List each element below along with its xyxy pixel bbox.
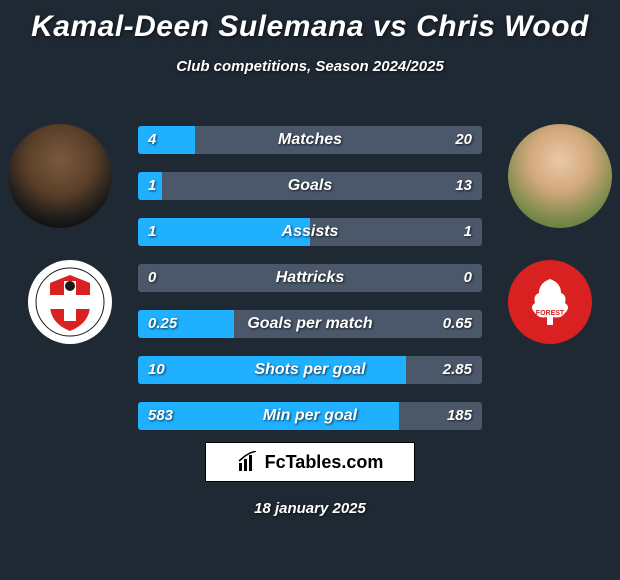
forest-crest-icon: FOREST: [515, 267, 585, 337]
stat-row: Matches420: [138, 126, 482, 154]
page-title: Kamal-Deen Sulemana vs Chris Wood: [0, 0, 620, 44]
bar-right: [162, 172, 482, 200]
bar-track: [138, 264, 482, 292]
stat-row: Goals113: [138, 172, 482, 200]
bar-right: [310, 218, 482, 246]
stat-row: Goals per match0.250.65: [138, 310, 482, 338]
bar-left: [138, 402, 399, 430]
bar-right: [195, 126, 482, 154]
site-logo-strip: FcTables.com: [205, 442, 415, 482]
stat-row: Hattricks00: [138, 264, 482, 292]
subtitle: Club competitions, Season 2024/2025: [0, 58, 620, 75]
club-left-crest: [28, 260, 112, 344]
stat-row: Assists11: [138, 218, 482, 246]
bar-right: [406, 356, 482, 384]
svg-text:FOREST: FOREST: [536, 310, 565, 317]
stat-row: Min per goal583185: [138, 402, 482, 430]
bar-right: [399, 402, 482, 430]
stats-bars: Matches420 Goals113 Assists11 Hattricks00 Go…: [138, 126, 482, 448]
bar-left: [138, 126, 195, 154]
player-right-avatar: [508, 124, 612, 228]
bar-track: [138, 356, 482, 384]
stat-row: Shots per goal102.85: [138, 356, 482, 384]
bar-left: [138, 356, 406, 384]
bar-track: [138, 126, 482, 154]
bar-track: [138, 172, 482, 200]
fctables-icon: [237, 451, 259, 473]
club-right-crest: FOREST: [508, 260, 592, 344]
bar-left: [138, 310, 234, 338]
date-label: 18 january 2025: [0, 500, 620, 517]
player-left-avatar: [8, 124, 112, 228]
site-logo-text: FcTables.com: [265, 452, 384, 473]
bar-left: [138, 172, 162, 200]
bar-left: [138, 218, 310, 246]
bar-right: [234, 310, 482, 338]
southampton-crest-icon: [35, 267, 105, 337]
bar-track: [138, 218, 482, 246]
bar-track: [138, 402, 482, 430]
bar-track: [138, 310, 482, 338]
